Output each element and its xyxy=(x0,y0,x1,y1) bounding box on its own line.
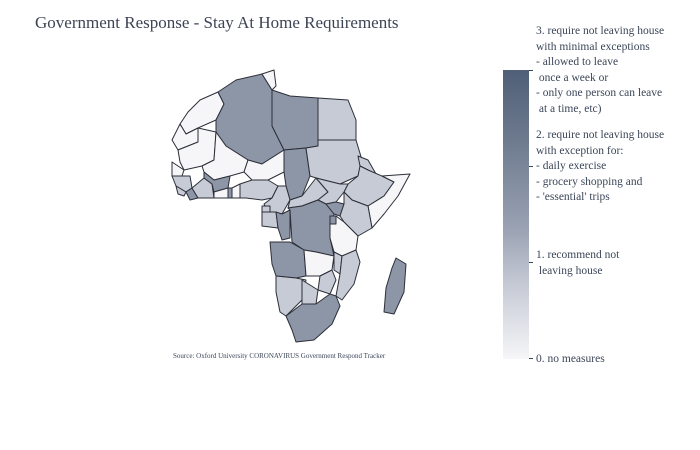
country-rwanda xyxy=(329,215,337,225)
country-mali xyxy=(201,131,249,181)
legend-level-0: 0. no measures xyxy=(536,353,605,365)
country-gabon xyxy=(261,211,279,229)
colorbar-tick-1 xyxy=(529,262,533,263)
source-note: Source: Oxford University CORONAVIRUS Go… xyxy=(173,352,386,360)
legend-level-1: 1. recommend not leaving house xyxy=(536,249,620,277)
chart-title: Government Response - Stay At Home Requi… xyxy=(35,13,399,32)
country-sudan xyxy=(305,139,363,185)
country-togo xyxy=(227,187,233,199)
colorbar-tick-3 xyxy=(529,70,533,71)
country-niger xyxy=(243,149,285,181)
colorbar-tick-0 xyxy=(529,358,533,359)
colorbar-tick-2 xyxy=(529,166,533,167)
legend-level-2: 2. require not leaving house with except… xyxy=(536,129,665,203)
country-mozambique xyxy=(335,249,361,301)
country-benin xyxy=(231,183,241,199)
colorbar xyxy=(503,70,529,359)
country-tunisia xyxy=(261,69,277,91)
country-equatorial-guinea xyxy=(261,205,271,213)
country-madagascar xyxy=(383,257,407,315)
legend-level-3: 3. require not leaving house with minima… xyxy=(536,25,665,115)
country-dr-congo xyxy=(287,199,335,257)
country-angola xyxy=(269,241,307,279)
country-cote-divoire xyxy=(191,177,215,199)
country-south-africa xyxy=(285,293,341,343)
country-namibia xyxy=(275,275,307,317)
country-botswana xyxy=(301,279,319,305)
country-zimbabwe xyxy=(317,269,337,295)
country-sierra-leone xyxy=(175,185,187,197)
country-congo xyxy=(275,209,291,241)
country-egypt xyxy=(317,97,357,141)
